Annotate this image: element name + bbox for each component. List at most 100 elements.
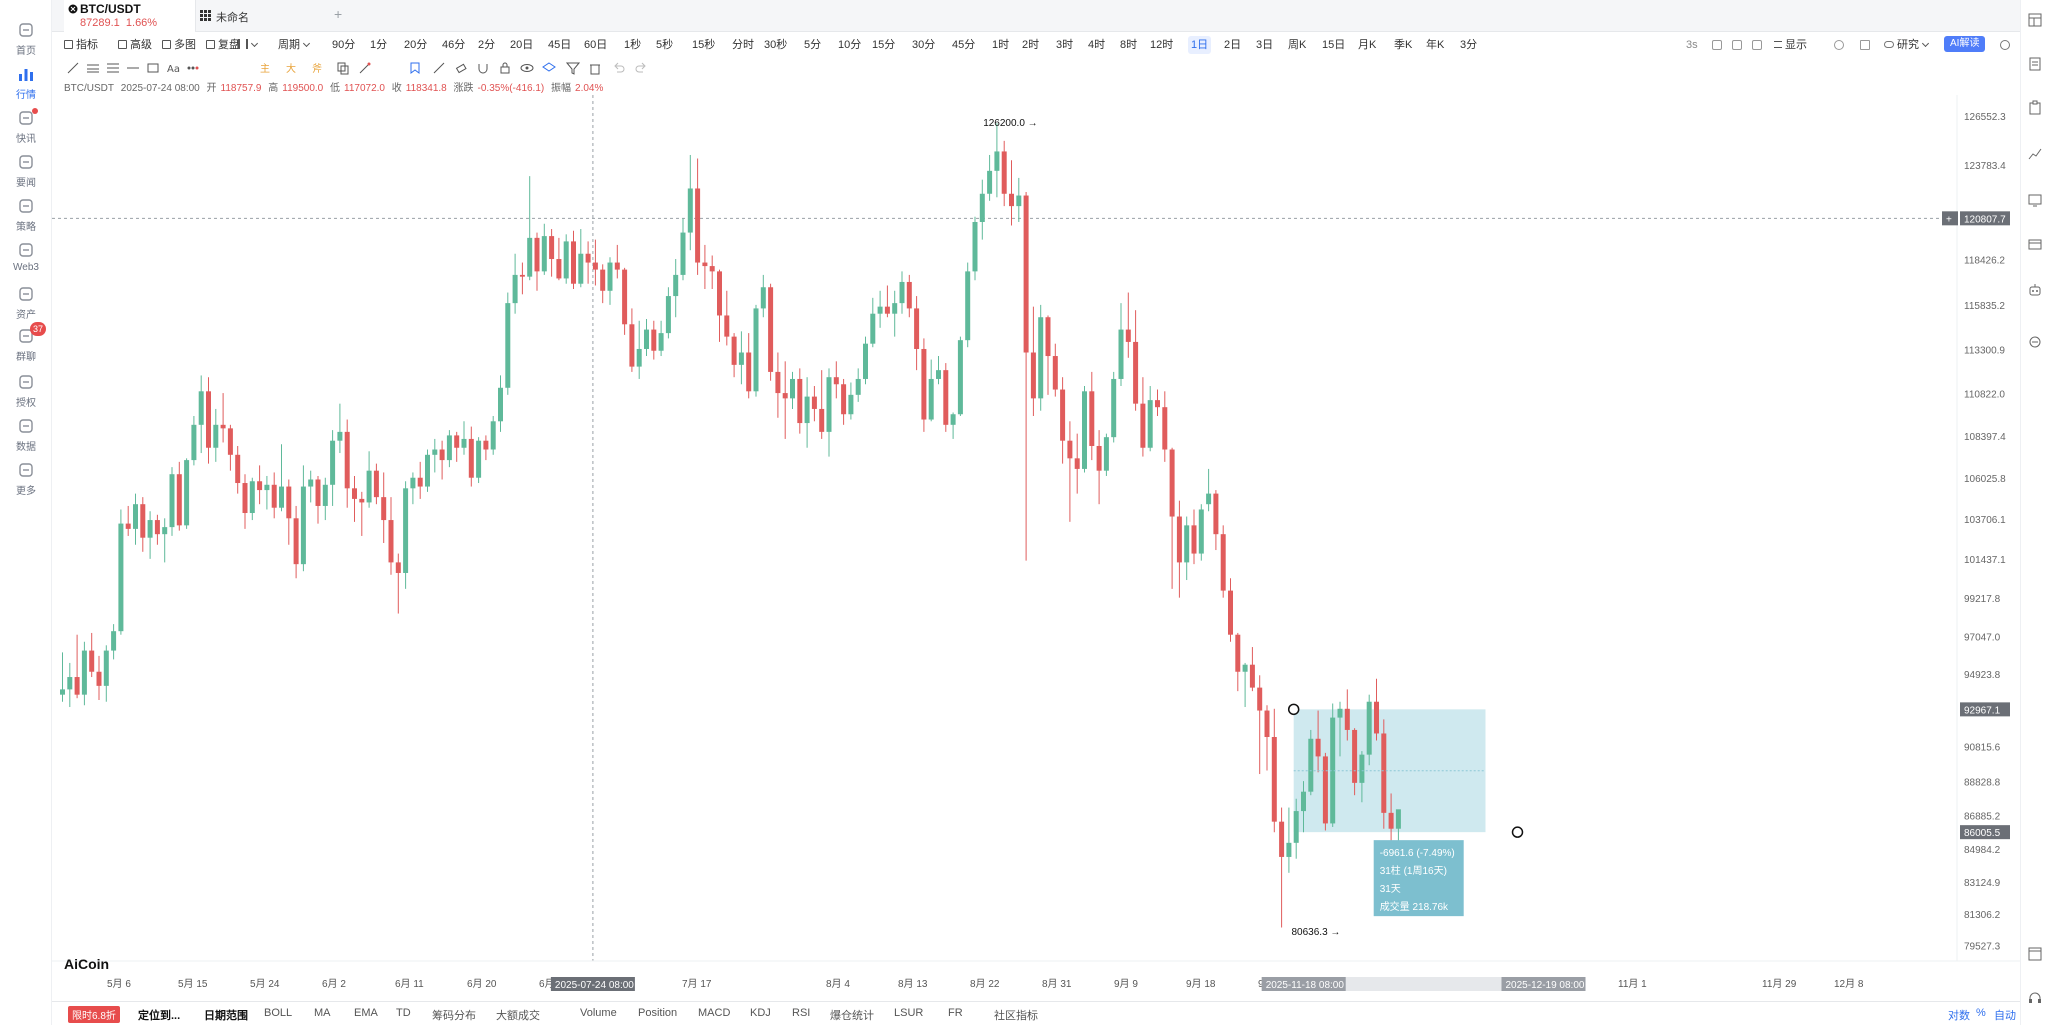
- nav-item-4[interactable]: 策略: [0, 190, 52, 242]
- indicator-10[interactable]: RSI: [792, 1007, 811, 1019]
- undo-icon[interactable]: [612, 61, 626, 75]
- interval-4[interactable]: 2分: [478, 39, 496, 51]
- interval-7[interactable]: 60日: [584, 39, 608, 51]
- indicator-14[interactable]: 社区指标: [994, 1010, 1038, 1022]
- nav-item-5[interactable]: Web3: [0, 234, 52, 286]
- link-icon[interactable]: [2027, 334, 2043, 350]
- close-icon[interactable]: [68, 4, 78, 14]
- monitor-icon[interactable]: [2027, 192, 2043, 208]
- interval-10[interactable]: 15秒: [692, 39, 716, 51]
- headset-icon[interactable]: [2027, 990, 2043, 1006]
- interval-15[interactable]: 15分: [872, 39, 896, 51]
- main-chart-icon[interactable]: 主: [258, 61, 272, 75]
- indicator-0[interactable]: BOLL: [264, 1007, 293, 1019]
- interval-0[interactable]: 90分: [332, 39, 356, 51]
- nav-item-2[interactable]: 快讯: [0, 102, 52, 154]
- measure-start-handle[interactable]: [1287, 703, 1300, 716]
- interval-25[interactable]: 2日: [1224, 39, 1242, 51]
- magnet-icon[interactable]: [476, 61, 490, 75]
- robot-icon[interactable]: [2027, 282, 2043, 298]
- tab-unnamed[interactable]: 未命名: [196, 0, 346, 32]
- interval-13[interactable]: 5分: [804, 39, 822, 51]
- interval-26[interactable]: 3日: [1256, 39, 1274, 51]
- interval-3[interactable]: 46分: [442, 39, 466, 51]
- indicator-8[interactable]: MACD: [698, 1007, 731, 1019]
- nav-item-10[interactable]: 更多: [0, 454, 52, 506]
- pattern-icon[interactable]: [186, 61, 200, 75]
- indicator-5[interactable]: 大额成交: [496, 1010, 540, 1022]
- toolbar-indicator-button[interactable]: 指标: [64, 36, 98, 54]
- rectangle-icon[interactable]: [146, 61, 160, 75]
- nav-item-3[interactable]: 要闻: [0, 146, 52, 198]
- interval-2[interactable]: 20分: [404, 39, 428, 51]
- card-icon[interactable]: [2027, 236, 2043, 252]
- research-dropdown[interactable]: 研究: [1884, 36, 1930, 54]
- indicator-9[interactable]: KDJ: [750, 1007, 771, 1019]
- nav-item-9[interactable]: 数据: [0, 410, 52, 462]
- tab-btc-usdt[interactable]: BTC/USDT 87289.1 1.66%: [64, 0, 196, 32]
- indicator-3[interactable]: TD: [396, 1007, 411, 1019]
- toolbar-replay-button[interactable]: 复盘: [206, 36, 240, 54]
- interval-21[interactable]: 4时: [1088, 39, 1106, 51]
- parallel-lines-icon[interactable]: [86, 61, 100, 75]
- interval-22[interactable]: 8时: [1120, 39, 1138, 51]
- interval-1[interactable]: 1分: [370, 39, 388, 51]
- interval-5[interactable]: 20日: [510, 39, 534, 51]
- scale-option-2[interactable]: 自动: [1994, 1010, 2016, 1022]
- trash-icon[interactable]: [588, 61, 602, 75]
- document-icon[interactable]: [2027, 56, 2043, 72]
- indicator-11[interactable]: 爆仓统计: [830, 1010, 874, 1022]
- layers-icon[interactable]: [542, 61, 556, 75]
- interval-32[interactable]: 3分: [1460, 39, 1478, 51]
- indicator-7[interactable]: Position: [638, 1007, 678, 1019]
- camera-icon[interactable]: [1712, 40, 1722, 50]
- layout-icon[interactable]: [2027, 12, 2043, 28]
- indicator-1[interactable]: MA: [314, 1007, 331, 1019]
- indicator-12[interactable]: LSUR: [894, 1007, 924, 1019]
- line-tool-icon[interactable]: [66, 61, 80, 75]
- nav-item-8[interactable]: 授权: [0, 366, 52, 418]
- interval-27[interactable]: 周K: [1288, 39, 1307, 51]
- nav-item-0[interactable]: 首页: [0, 14, 52, 66]
- locate-button[interactable]: 定位到...: [138, 1010, 181, 1022]
- ai-interpret-button[interactable]: AI解读: [1944, 36, 1986, 52]
- share-icon[interactable]: [2000, 40, 2010, 50]
- brush-icon[interactable]: [358, 61, 372, 75]
- interval-6[interactable]: 45日: [548, 39, 572, 51]
- settings-icon[interactable]: [1834, 40, 1844, 50]
- chart-type-dropdown[interactable]: [238, 36, 259, 54]
- indicator-2[interactable]: EMA: [354, 1007, 378, 1019]
- eraser-icon[interactable]: [454, 61, 468, 75]
- scale-option-1[interactable]: %: [1976, 1007, 1986, 1019]
- filter-icon[interactable]: [566, 61, 580, 75]
- add-tab-button[interactable]: +: [334, 6, 343, 22]
- interval-14[interactable]: 10分: [838, 39, 862, 51]
- scale-option-0[interactable]: 对数: [1948, 1010, 1970, 1022]
- interval-29[interactable]: 月K: [1358, 39, 1377, 51]
- indicator-4[interactable]: 筹码分布: [432, 1010, 476, 1022]
- date-range-dropdown[interactable]: 日期范围: [204, 1010, 248, 1022]
- interval-19[interactable]: 2时: [1022, 39, 1040, 51]
- nav-item-6[interactable]: 资产: [0, 278, 52, 330]
- bookmark-icon[interactable]: [408, 61, 422, 75]
- fib-icon[interactable]: [106, 61, 120, 75]
- interval-16[interactable]: 30分: [912, 39, 936, 51]
- indicator-13[interactable]: FR: [948, 1007, 963, 1019]
- interval-11[interactable]: 分时: [732, 39, 754, 51]
- interval-28[interactable]: 15日: [1322, 39, 1346, 51]
- draft-icon[interactable]: 斧: [310, 61, 324, 75]
- fullscreen-icon[interactable]: [1860, 40, 1870, 50]
- price-axis[interactable]: 126552.3 123783.4 118426.2 115835.2 113300.9…: [1942, 95, 2010, 961]
- interval-30[interactable]: 季K: [1394, 39, 1413, 51]
- lock-icon[interactable]: [498, 61, 512, 75]
- trend-icon[interactable]: [2027, 146, 2043, 162]
- copy-icon[interactable]: [336, 61, 350, 75]
- interval-31[interactable]: 年K: [1426, 39, 1445, 51]
- horizontal-line-icon[interactable]: [126, 61, 140, 75]
- indicator-6[interactable]: Volume: [580, 1007, 617, 1019]
- interval-20[interactable]: 3时: [1056, 39, 1074, 51]
- interval-12[interactable]: 30秒: [764, 39, 788, 51]
- edit-icon[interactable]: [1732, 40, 1742, 50]
- display-button[interactable]: 显示: [1774, 36, 1807, 54]
- refresh-rate[interactable]: 3s: [1686, 39, 1698, 51]
